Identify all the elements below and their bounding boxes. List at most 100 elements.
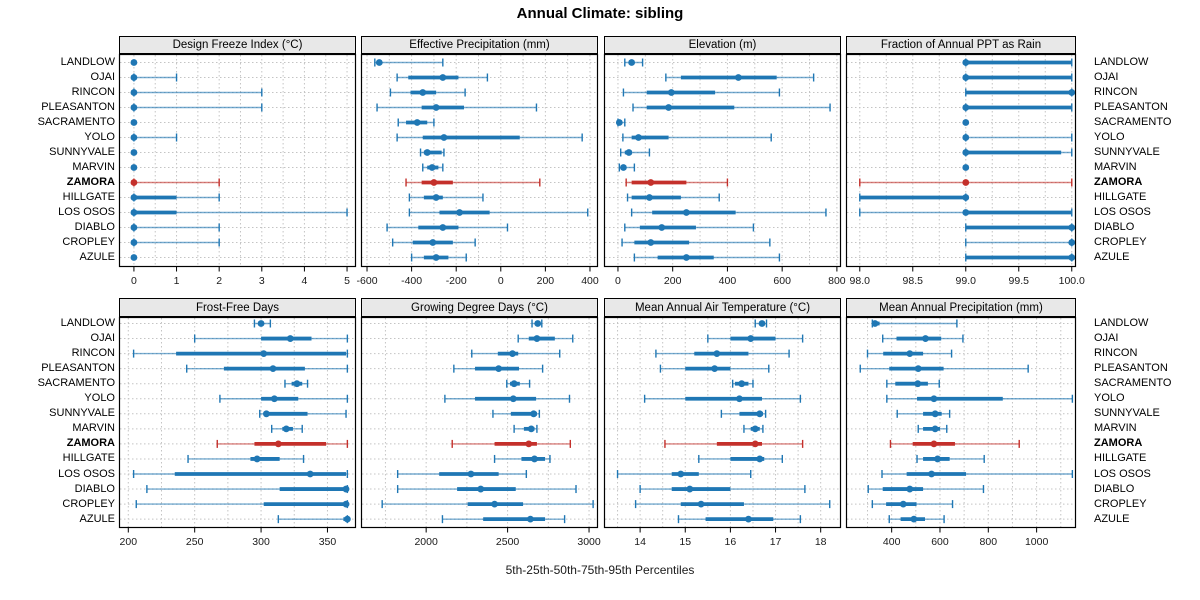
series-marvin [962, 164, 970, 171]
tick-label: 99.5 [1009, 275, 1030, 287]
x-axis: 0 1 2 3 4 5 [131, 267, 350, 287]
tick-label: 14 [634, 536, 646, 548]
tick-label: 98.5 [903, 275, 924, 287]
gridlines [847, 318, 1075, 527]
median-dot-diablo [686, 485, 694, 493]
series-landlow [374, 58, 444, 67]
median-dot-yolo [270, 395, 278, 403]
site-label-marvin-left-1: MARVIN [72, 422, 115, 435]
x-axis: 98.0 98.5 99.0 99.5 100.0 [850, 267, 1085, 287]
site-label-landlow-left-1: LANDLOW [60, 317, 115, 329]
series-cropley [381, 500, 594, 509]
gridlines [362, 55, 597, 266]
median-dot-marvin [751, 425, 759, 433]
tick-label: 300 [252, 536, 270, 548]
series-landlow [531, 319, 543, 328]
median-dot-pleasanton [269, 365, 277, 373]
panel-strip-elevation-m: Elevation (m) [604, 36, 841, 54]
series-pleasanton [130, 103, 263, 112]
median-dot-marvin [527, 425, 535, 433]
gridlines [847, 55, 1075, 266]
series-cropley [871, 500, 954, 509]
series-cropley [634, 500, 831, 509]
series-landlow [624, 58, 644, 67]
median-dot-marvin [962, 164, 970, 171]
median-dot-rincon [509, 350, 516, 357]
series-sacramento [886, 379, 940, 388]
series-zamora [130, 178, 220, 187]
site-label-hillgate-right-0: HILLGATE [1094, 191, 1147, 203]
tick-label: 400 [883, 536, 901, 548]
series-los-osos [859, 208, 1073, 217]
site-label-yolo-right-0: YOLO [1094, 131, 1125, 143]
series-diablo [146, 485, 350, 494]
median-dot-sunnyvale [130, 149, 138, 156]
site-label-ojai-left-0: OJAI [90, 71, 115, 83]
series-yolo [886, 394, 1074, 403]
median-dot-sunnyvale [530, 410, 538, 418]
series-yolo [622, 133, 772, 142]
series-ojai [396, 73, 489, 82]
series-pleasanton [632, 103, 831, 112]
median-dot-azule [682, 254, 690, 261]
series-hillgate [408, 193, 484, 202]
site-label-hillgate-right-1: HILLGATE [1094, 452, 1147, 465]
median-dot-pleasanton [432, 104, 440, 111]
series-hillgate [626, 193, 720, 202]
panel-growing-degree-days-c: 2000 2500 3000 [360, 316, 601, 548]
site-label-cropley-right-1: CROPLEY [1094, 497, 1147, 510]
series-yolo [444, 394, 571, 403]
x-axis: 2000 2500 3000 [414, 528, 601, 548]
median-dot-rincon [419, 89, 427, 96]
median-dot-rincon [1068, 89, 1076, 96]
series-sacramento [962, 119, 970, 126]
series-landlow [754, 319, 768, 328]
tick-label: 400 [719, 275, 737, 287]
median-dot-hillgate [646, 194, 653, 201]
x-axis: -600 -400 -200 0 200 400 [357, 267, 599, 287]
median-dot-sacramento [130, 119, 138, 126]
median-dot-cropley [130, 239, 138, 246]
tick-label: 1000 [1025, 536, 1049, 548]
x-axis: 0 200 400 600 800 [615, 267, 846, 287]
tick-label: 100.0 [1059, 275, 1085, 287]
series-landlow [871, 319, 958, 328]
x-axis: 200 250 300 350 [120, 528, 336, 548]
x-axis: 400 600 800 1000 [883, 528, 1049, 548]
site-label-sunnyvale-left-0: SUNNYVALE [49, 146, 115, 158]
median-dot-cropley [342, 500, 350, 508]
median-dot-ojai [962, 74, 970, 81]
median-dot-sunnyvale [625, 149, 633, 156]
site-label-zamora-left-1: ZAMORA [66, 437, 115, 450]
series-sacramento [731, 379, 754, 388]
site-label-cropley-left-0: CROPLEY [62, 236, 115, 248]
site-label-rincon-left-1: RINCON [71, 347, 115, 360]
median-dot-landlow [375, 59, 383, 66]
site-label-pleasanton-left-1: PLEASANTON [41, 362, 115, 375]
gridlines [362, 318, 597, 527]
median-dot-hillgate [432, 194, 440, 201]
site-label-landlow-right-1: LANDLOW [1094, 317, 1149, 329]
median-dot-marvin [428, 164, 436, 171]
series-cropley [965, 238, 1076, 247]
tick-label: 0 [498, 275, 504, 287]
median-dot-zamora [525, 440, 533, 448]
x-axis: 14 15 16 17 18 [634, 528, 827, 548]
site-label-pleasanton-left-0: PLEASANTON [41, 101, 115, 113]
series-zamora [216, 439, 349, 448]
median-dot-rincon [130, 89, 138, 96]
median-dot-marvin [282, 425, 290, 433]
median-dot-landlow [257, 320, 265, 327]
median-dot-azule [130, 254, 138, 261]
median-dot-ojai [439, 74, 447, 81]
series-ojai [962, 73, 1073, 82]
site-label-sacramento-left-1: SACRAMENTO [37, 377, 115, 390]
series-zamora [451, 439, 572, 448]
series-diablo [130, 223, 220, 232]
median-dot-los-osos [456, 209, 463, 216]
site-label-cropley-left-1: CROPLEY [62, 497, 115, 510]
series-hillgate [698, 454, 784, 463]
median-dot-ojai [922, 335, 929, 342]
site-label-sunnyvale-right-1: SUNNYVALE [1094, 407, 1160, 420]
